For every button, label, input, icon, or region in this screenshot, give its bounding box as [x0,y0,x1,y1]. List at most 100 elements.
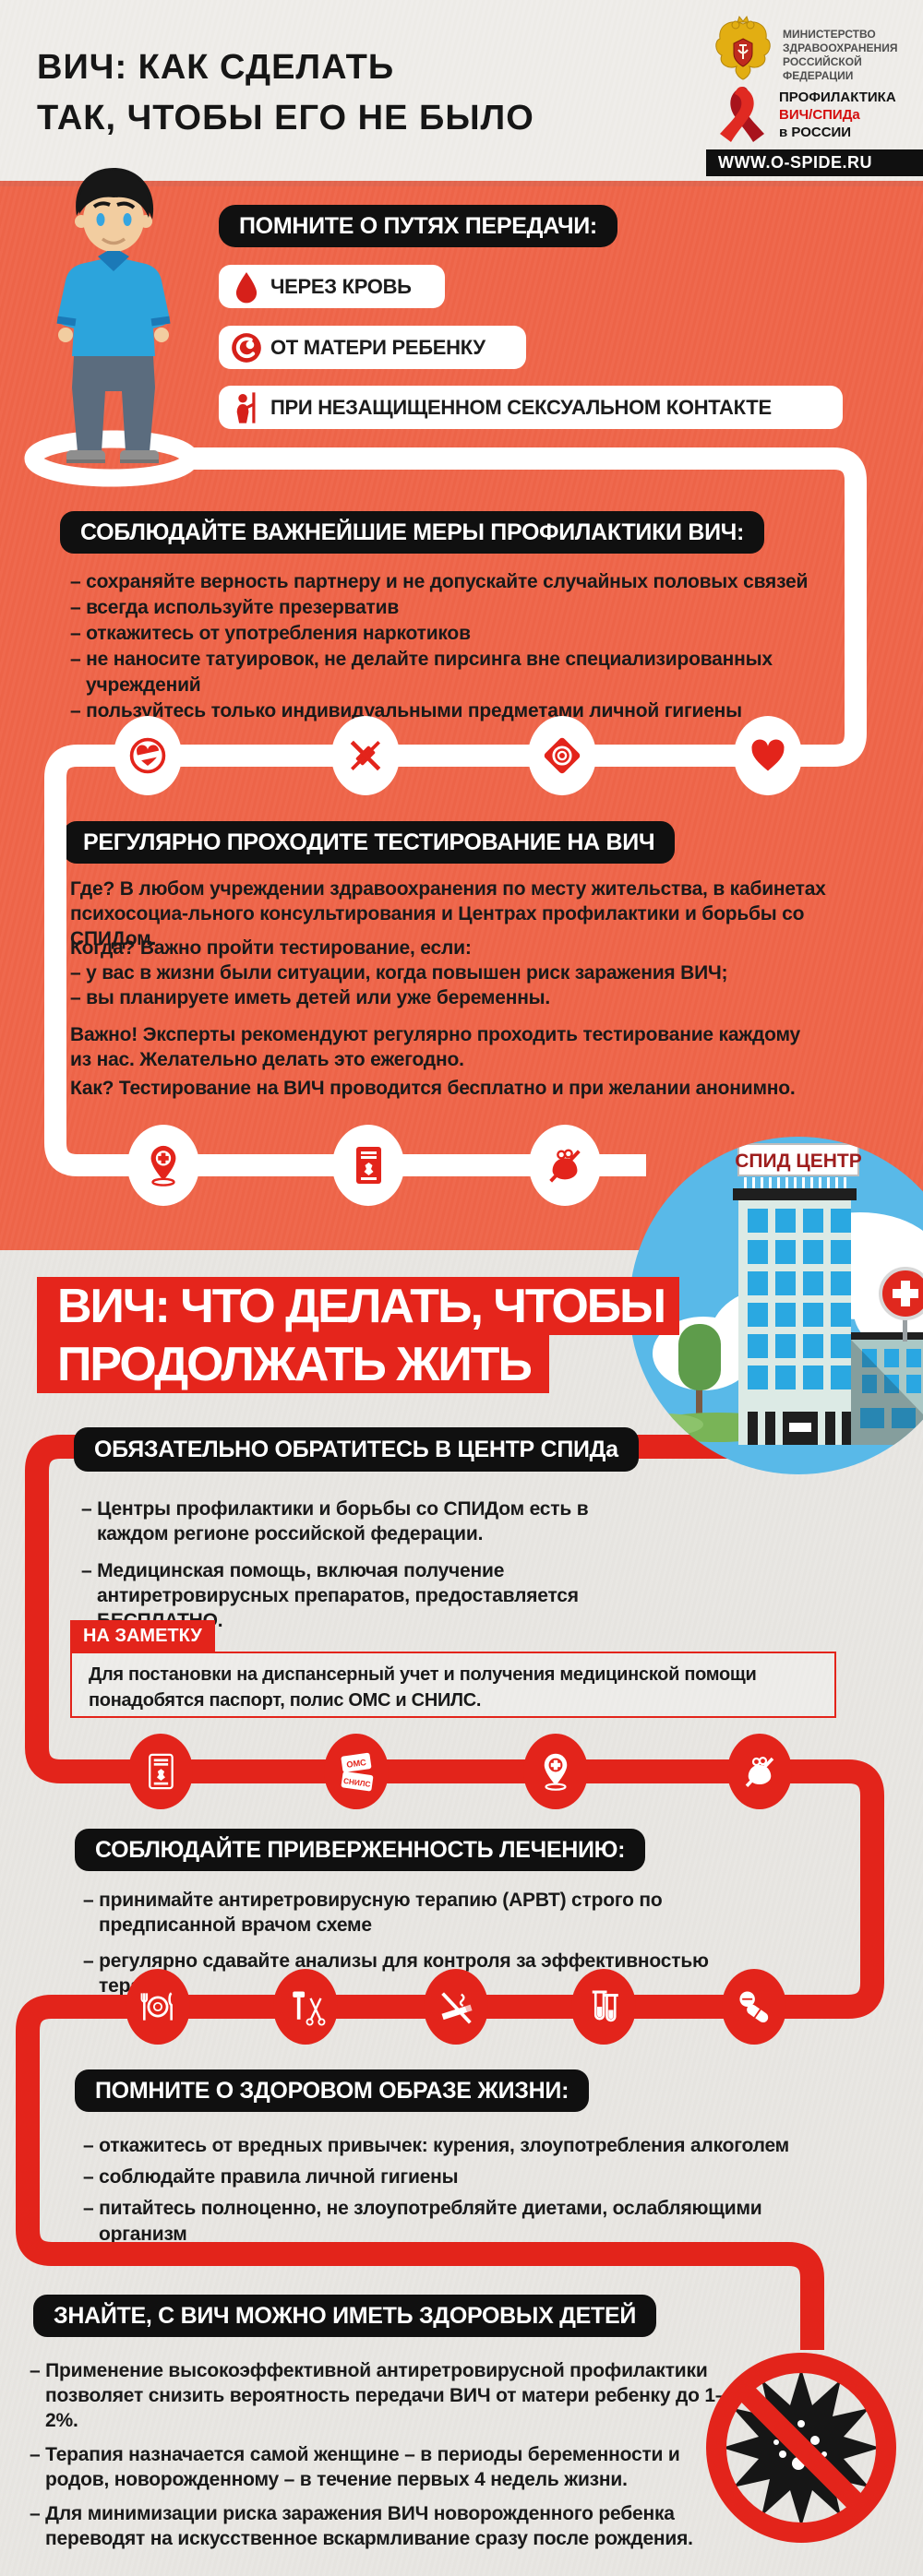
oms-snils-cards-icon: ОМС СНИЛС [341,1752,374,1792]
bullet: – принимайте антиретровирусную терапию (… [83,1890,663,1936]
note-text: Для постановки на диспансерный учет и по… [89,1664,757,1711]
website-bar: WWW.O-SPIDE.RU [706,149,923,176]
what-to-do-title-line1: ВИЧ: ЧТО ДЕЛАТЬ, ЧТОБЫ [37,1277,679,1335]
transmission-badge-label: ПОМНИТЕ О ПУТЯХ ПЕРЕДАЧИ: [239,212,597,239]
prevention-banner-label: СОБЛЮДАЙТЕ ВАЖНЕЙШИЕ МЕРЫ ПРОФИЛАКТИКИ В… [80,519,745,545]
ministry-name: МИНИСТЕРСТВО ЗДРАВООХРАНЕНИЯ РОССИЙСКОЙ … [783,28,923,83]
bullet: – Применение высокоэффективной антиретро… [30,2360,726,2431]
note-tag-label: НА ЗАМЕТКУ [83,1625,202,1646]
bullet: – соблюдайте правила личной гигиены [83,2166,459,2188]
transmission-item-sexual: ПРИ НЕЗАЩИЩЕННОМ СЕКСУАЛЬНОМ КОНТАКТЕ [219,386,843,429]
red-pipe [16,1435,884,2350]
note-tag: НА ЗАМЕТКУ [70,1620,215,1652]
bullet: – Центры профилактики и борьбы со СПИДом… [81,1498,589,1544]
step-circle [523,1734,588,1809]
note-box: Для постановки на диспансерный учет и по… [70,1652,836,1718]
step-circle [127,1125,199,1206]
testing-where: Где? В любом учреждении здравоохранения … [70,878,826,949]
no-syringe-icon [350,740,381,771]
transmission-item-label: ПРИ НЕЗАЩИЩЕННОМ СЕКСУАЛЬНОМ КОНТАКТЕ [270,395,772,419]
step-circle [424,1969,488,2045]
step-circle [529,1125,601,1206]
red-ribbon-icon [720,87,764,142]
what-to-do-text2: ПРОДОЛЖАТЬ ЖИТЬ [57,1337,533,1391]
testing-how: Как? Тестирование на ВИЧ проводится бесп… [70,1078,796,1099]
ministry-line: ЗДРАВООХРАНЕНИЯ [783,42,898,54]
what-to-do-title-line2: ПРОДОЛЖАТЬ ЖИТЬ [37,1335,549,1393]
condom-icon [544,737,581,774]
testing-when: Когда? Важно пройти тестирование, если: … [70,936,809,1010]
adherence-banner: СОБЛЮДАЙТЕ ПРИВЕРЖЕННОСТЬ ЛЕЧЕНИЮ: [75,1829,646,1871]
no-virus-sign [706,2353,896,2543]
step-circle [332,1125,404,1206]
tree-crown [678,1324,721,1390]
visit-center-banner-label: ОБЯЗАТЕЛЬНО ОБРАТИТЕСЬ В ЦЕНТР СПИДа [94,1436,618,1462]
snils-card-label: СНИЛС [342,1777,371,1789]
step-circle [727,1734,792,1809]
mother-child-icon [232,333,261,363]
children-bullets: – Применение высокоэффективной антиретро… [30,2358,740,2560]
razor-scissors-icon [293,1991,326,2026]
location-pin-cross-icon [150,1145,176,1187]
bullet: – Для минимизации риска заражения ВИЧ но… [30,2503,693,2549]
step-circle [273,1969,338,2045]
lifestyle-bullets: – откажитесь от вредных привычек: курени… [83,2133,849,2253]
ministry-line: МИНИСТЕРСТВО [783,28,876,41]
tree-trunk [696,1384,702,1423]
bullet: – откажитесь от употребления наркотиков [70,623,471,644]
no-smoking-icon [441,1992,473,2024]
testing-banner: РЕГУЛЯРНО ПРОХОДИТЕ ТЕСТИРОВАНИЕ НА ВИЧ [63,821,676,864]
aids-center-signboard [737,1143,859,1176]
character-illustration [56,168,171,463]
test-tubes-icon [592,1990,618,2022]
prevention-banner: СОБЛЮДАЙТЕ ВАЖНЕЙШИЕ МЕРЫ ПРОФИЛАКТИКИ В… [60,511,765,554]
passport-icon [149,1753,174,1790]
bullet: – всегда используйте презерватив [70,597,400,618]
testing-important: Важно! Эксперты рекомендуют регулярно пр… [70,1024,801,1070]
character-smile [101,237,126,245]
sexual-contact-icon [236,392,256,423]
blood-drop-icon [235,272,258,304]
step-circle [571,1969,636,2045]
children-banner-label: ЗНАЙТЕ, С ВИЧ МОЖНО ИМЕТЬ ЗДОРОВЫХ ДЕТЕЙ [54,2302,637,2329]
sign-pole [903,1316,907,1342]
step-circle: ОМС СНИЛС [324,1734,389,1809]
step-circle [528,716,596,795]
step-circle [734,716,802,795]
fidelity-icon [129,737,166,774]
building-shadow [851,1340,923,1445]
meal-icon [140,1992,173,2021]
poster-title: ВИЧ: КАК СДЕЛАТЬ ТАК, ЧТОБЫ ЕГО НЕ БЫЛО [37,48,534,137]
heart-icon [751,739,785,771]
adherence-bullets: – принимайте антиретровирусную терапию (… [83,1888,757,1998]
passport-icon [356,1147,381,1184]
ministry-line: РОССИЙСКОЙ ФЕДЕРАЦИИ [783,55,862,82]
bullet: – Терапия назначается самой женщине – в … [30,2444,680,2490]
bullet: – Медицинская помощь, включая получение … [81,1560,579,1631]
bullet: – сохраняйте верность партнеру и не допу… [70,571,809,592]
visit-center-bullets: – Центры профилактики и борьбы со СПИДом… [81,1497,653,1645]
adherence-banner-label: СОБЛЮДАЙТЕ ПРИВЕРЖЕННОСТЬ ЛЕЧЕНИЮ: [95,1836,626,1863]
aids-center-illustration: СПИД ЦЕНТР [629,1137,923,1474]
children-banner: ЗНАЙТЕ, С ВИЧ МОЖНО ИМЕТЬ ЗДОРОВЫХ ДЕТЕЙ [33,2295,657,2337]
location-pin-cross-icon [544,1753,568,1791]
ministry-emblem-icon [715,15,771,80]
character-collar [98,251,129,271]
no-money-icon [549,1149,581,1183]
ribbon-caption-line: ВИЧ/СПИДа [779,107,860,123]
website-url: WWW.O-SPIDE.RU [718,153,872,172]
white-pipe [44,447,867,1176]
ribbon-caption-line: в РОССИИ [779,125,852,140]
transmission-item-label: ОТ МАТЕРИ РЕБЕНКУ [270,335,485,359]
character-sweater [57,256,170,356]
bullet: – у вас в жизни были ситуации, когда пов… [70,962,728,984]
ribbon-caption-line: ПРОФИЛАКТИКА [779,89,896,105]
step-circle [722,1969,786,2045]
annex-roof [851,1332,923,1340]
step-circle [128,1734,193,1809]
oms-card-label: ОМС [346,1758,367,1770]
visit-center-banner: ОБЯЗАТЕЛЬНО ОБРАТИТЕСЬ В ЦЕНТР СПИДа [74,1427,639,1472]
ribbon-caption: ПРОФИЛАКТИКА ВИЧ/СПИДа в РОССИИ [779,89,896,141]
tower-roof [733,1188,857,1200]
